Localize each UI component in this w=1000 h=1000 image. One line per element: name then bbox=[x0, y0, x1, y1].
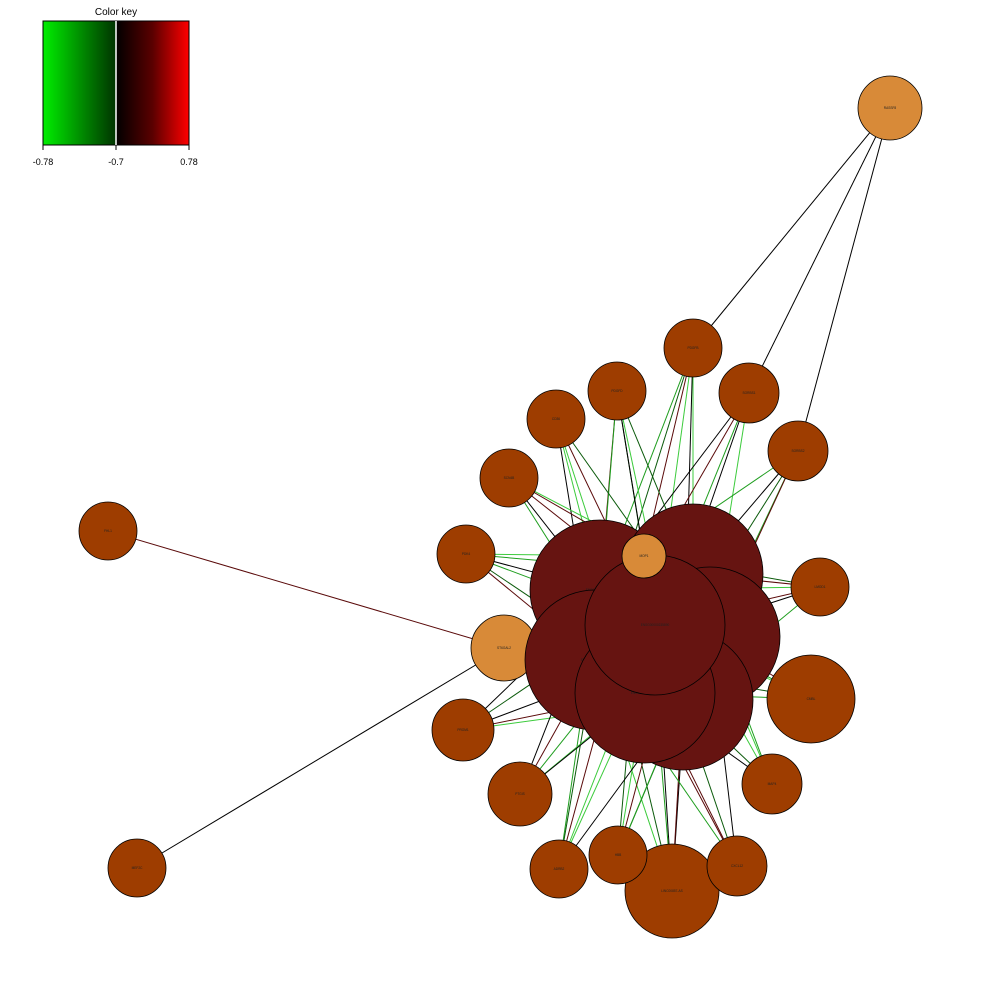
node-circle bbox=[624, 843, 720, 939]
node-label: CMBL bbox=[807, 697, 816, 701]
node-label: ADRB2 bbox=[554, 867, 565, 871]
node-circle bbox=[706, 835, 768, 897]
network-nodes: RASSF8 PDGFB SORBS1 SORBS2 PDGFD CD36 SCN4B PDK… bbox=[78, 75, 923, 939]
network-node: RASSF8 bbox=[857, 75, 923, 141]
network-node: PDGFB bbox=[663, 318, 723, 378]
network-node: FHL1 bbox=[78, 501, 138, 561]
node-label: PTGIS bbox=[515, 792, 525, 796]
node-circle bbox=[431, 698, 495, 762]
node-label: RASSF8 bbox=[884, 106, 897, 110]
node-label: MOP1 bbox=[639, 554, 648, 558]
network-node: ADRB2 bbox=[529, 839, 589, 899]
network-node: PTGIS bbox=[487, 761, 553, 827]
node-circle bbox=[526, 389, 586, 449]
node-circle bbox=[766, 654, 856, 744]
node-circle bbox=[718, 362, 780, 424]
node-circle bbox=[857, 75, 923, 141]
network-edge bbox=[797, 107, 891, 452]
node-label: SORBS2 bbox=[792, 449, 805, 453]
network-node: SCN4B bbox=[479, 448, 539, 508]
node-circle bbox=[790, 557, 850, 617]
color-key-tick-min: -0.78 bbox=[33, 157, 54, 167]
node-circle bbox=[621, 533, 667, 579]
network-node: SORBS1 bbox=[718, 362, 780, 424]
node-label: PROM1 bbox=[457, 728, 469, 732]
node-circle bbox=[78, 501, 138, 561]
node-circle bbox=[767, 420, 829, 482]
network-edge bbox=[692, 107, 891, 349]
node-label: HBB bbox=[615, 853, 622, 857]
node-label: FHL1 bbox=[104, 529, 112, 533]
node-label: PDGFD bbox=[611, 389, 623, 393]
network-node: LMOD1 bbox=[790, 557, 850, 617]
network-edge bbox=[136, 647, 505, 869]
network-node: CD36 bbox=[526, 389, 586, 449]
network-node: CXCL12 bbox=[706, 835, 768, 897]
node-label: ENSG00000235890 bbox=[641, 623, 670, 627]
network-node: ST6GAL2 bbox=[470, 614, 538, 682]
color-key-tick-mid: -0.7 bbox=[108, 157, 124, 167]
node-label: MAP4 bbox=[768, 782, 777, 786]
node-label: PDK4 bbox=[462, 552, 471, 556]
node-label: SCN4B bbox=[504, 476, 515, 480]
network-node: MAP4 bbox=[741, 753, 803, 815]
network-edge bbox=[107, 530, 505, 649]
node-circle bbox=[436, 524, 496, 584]
network-node: PDGFD bbox=[587, 361, 647, 421]
node-circle bbox=[741, 753, 803, 815]
node-circle bbox=[588, 825, 648, 885]
color-key: Color key -0.78 -0.7 0.78 bbox=[33, 7, 198, 167]
node-circle bbox=[529, 839, 589, 899]
node-circle bbox=[587, 361, 647, 421]
node-circle bbox=[487, 761, 553, 827]
node-label: CXCL12 bbox=[731, 864, 743, 868]
node-label: LINC00857-AS bbox=[661, 889, 682, 893]
color-key-tick-max: 0.78 bbox=[180, 157, 198, 167]
network-edge bbox=[748, 107, 891, 394]
network-node: HBB bbox=[588, 825, 648, 885]
node-label: ST6GAL2 bbox=[497, 646, 511, 650]
node-label: CD36 bbox=[552, 417, 560, 421]
network-node: SORBS2 bbox=[767, 420, 829, 482]
network-node: PROM1 bbox=[431, 698, 495, 762]
node-circle bbox=[107, 838, 167, 898]
node-circle bbox=[663, 318, 723, 378]
node-circle bbox=[479, 448, 539, 508]
node-label: PDGFB bbox=[688, 346, 699, 350]
node-label: LMOD1 bbox=[815, 585, 826, 589]
network-node: ENSG00000235890 bbox=[584, 554, 726, 696]
node-label: MEF2C bbox=[132, 866, 144, 870]
network-node: MOP1 bbox=[621, 533, 667, 579]
network-node: PDK4 bbox=[436, 524, 496, 584]
node-label: SORBS1 bbox=[743, 391, 756, 395]
network-node: CMBL bbox=[766, 654, 856, 744]
network-node: MEF2C bbox=[107, 838, 167, 898]
network-node: LINC00857-AS bbox=[624, 843, 720, 939]
color-key-title: Color key bbox=[95, 7, 137, 18]
